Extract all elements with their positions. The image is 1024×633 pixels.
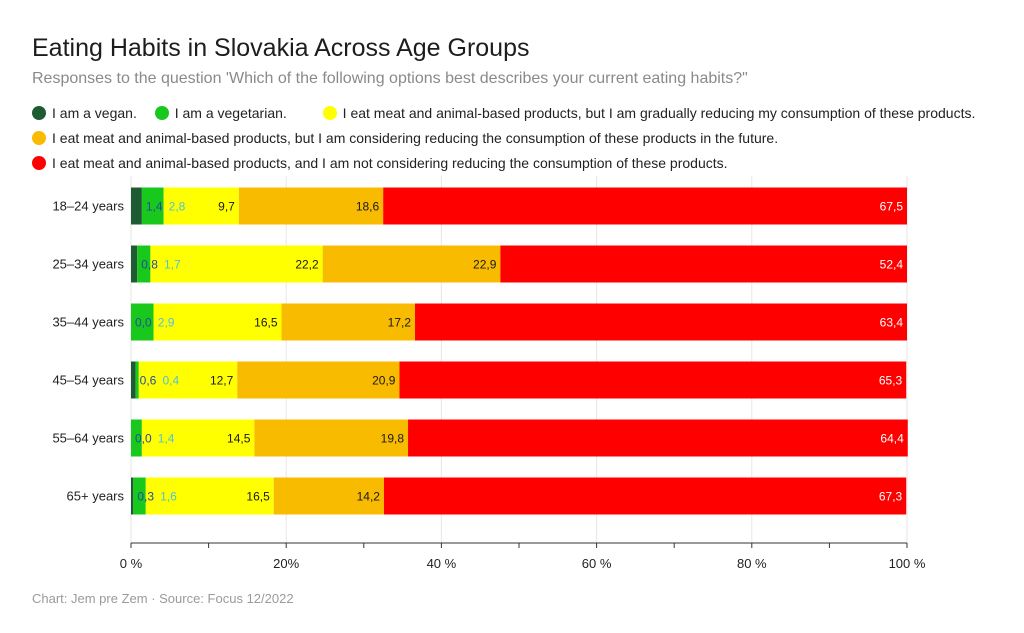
data-label-not_considering-4: 64,4	[880, 432, 904, 446]
legend-label-reducing: I eat meat and animal-based products, bu…	[342, 105, 976, 121]
data-label-reducing-3: 12,7	[210, 374, 234, 388]
data-label-considering-1: 22,9	[473, 258, 497, 272]
bar-vegetarian-2	[131, 303, 154, 341]
data-label-vegan-3: 0,6	[140, 374, 157, 388]
data-label-reducing-4: 14,5	[227, 432, 251, 446]
data-label-not_considering-1: 52,4	[880, 258, 904, 272]
category-label-2: 35–44 years	[52, 315, 124, 330]
data-label-vegan-4: 0,0	[135, 432, 152, 446]
bar-not_considering-4	[408, 419, 908, 457]
bar-considering-2	[281, 303, 416, 341]
data-label-considering-5: 14,2	[357, 490, 381, 504]
bar-not_considering-3	[399, 361, 907, 399]
data-label-not_considering-5: 67,3	[879, 490, 903, 504]
category-label-1: 25–34 years	[52, 257, 124, 272]
data-label-reducing-0: 9,7	[218, 200, 235, 214]
bar-reducing-1	[150, 245, 323, 283]
legend-swatch-considering	[32, 131, 46, 145]
category-label-0: 18–24 years	[52, 199, 124, 214]
chart-legend: I am a vegan. I am a vegetarian. I eat m…	[32, 101, 992, 176]
bar-reducing-0	[163, 187, 239, 225]
legend-swatch-vegetarian	[154, 106, 169, 120]
legend-label-considering: I eat meat and animal-based products, bu…	[52, 130, 779, 146]
bar-not_considering-2	[415, 303, 907, 341]
data-label-vegan-1: 0,8	[141, 258, 158, 272]
bar-not_considering-5	[383, 477, 907, 515]
bar-considering-4	[254, 419, 409, 457]
legend-swatch-vegan	[32, 106, 46, 120]
bar-vegan-1	[131, 245, 138, 283]
data-label-reducing-2: 16,5	[254, 316, 278, 330]
category-label-4: 55–64 years	[52, 431, 124, 446]
bar-not_considering-1	[500, 245, 907, 283]
legend-label-not-considering: I eat meat and animal-based products, an…	[52, 155, 728, 171]
bar-not_considering-0	[383, 187, 907, 225]
x-tick-label-3: 60 %	[582, 556, 612, 571]
data-label-vegetarian-3: 0,4	[162, 374, 179, 388]
legend-item-vegan: I am a vegan.	[32, 105, 137, 121]
data-label-vegetarian-1: 1,7	[164, 258, 181, 272]
legend-label-vegan: I am a vegan.	[52, 105, 137, 121]
chart-title: Eating Habits in Slovakia Across Age Gro…	[32, 34, 530, 62]
chart-footer: Chart: Jem pre Zem · Source: Focus 12/20…	[32, 591, 294, 606]
data-label-vegetarian-4: 1,4	[158, 432, 175, 446]
data-label-not_considering-3: 65,3	[879, 374, 903, 388]
bar-vegan-0	[131, 187, 142, 225]
data-label-vegan-2: 0,0	[135, 316, 152, 330]
x-tick-label-1: 20%	[273, 556, 299, 571]
data-label-not_considering-0: 67,5	[880, 200, 904, 214]
data-label-reducing-1: 22,2	[295, 258, 319, 272]
data-label-considering-0: 18,6	[356, 200, 380, 214]
legend-item-considering: I eat meat and animal-based products, bu…	[32, 130, 778, 146]
bar-reducing-2	[153, 303, 282, 341]
data-label-vegetarian-2: 2,9	[158, 316, 175, 330]
bar-vegan-5	[131, 477, 134, 515]
legend-swatch-reducing	[322, 106, 337, 120]
bar-vegetarian-0	[141, 187, 164, 225]
bar-vegetarian-4	[131, 419, 142, 457]
bar-considering-3	[237, 361, 400, 399]
data-label-considering-4: 19,8	[381, 432, 405, 446]
legend-item-reducing: I eat meat and animal-based products, bu…	[305, 105, 976, 121]
bar-vegetarian-5	[133, 477, 146, 515]
bar-vegan-3	[131, 361, 136, 399]
bar-reducing-5	[145, 477, 274, 515]
bar-reducing-4	[141, 419, 255, 457]
data-label-vegan-5: 0,3	[137, 490, 154, 504]
legend-item-not-considering: I eat meat and animal-based products, an…	[32, 155, 728, 171]
data-label-reducing-5: 16,5	[246, 490, 270, 504]
bar-vegetarian-1	[137, 245, 151, 283]
data-label-considering-3: 20,9	[372, 374, 396, 388]
category-label-3: 45–54 years	[52, 373, 124, 388]
chart-subtitle: Responses to the question 'Which of the …	[32, 70, 748, 87]
bar-vegetarian-3	[135, 361, 139, 399]
legend-swatch-not-considering	[32, 156, 46, 170]
bar-reducing-3	[138, 361, 238, 399]
category-label-5: 65+ years	[67, 489, 125, 504]
data-label-vegetarian-5: 1,6	[160, 490, 177, 504]
x-tick-label-5: 100 %	[889, 556, 926, 571]
legend-item-vegetarian: I am a vegetarian.	[154, 105, 287, 121]
data-label-not_considering-2: 63,4	[880, 316, 904, 330]
bar-considering-5	[273, 477, 384, 515]
bar-considering-1	[322, 245, 501, 283]
data-label-vegan-0: 1,4	[146, 200, 163, 214]
bar-considering-0	[238, 187, 384, 225]
data-label-vegetarian-0: 2,8	[169, 200, 186, 214]
legend-label-vegetarian: I am a vegetarian.	[174, 105, 287, 121]
x-tick-label-4: 80 %	[737, 556, 767, 571]
x-tick-label-0: 0 %	[120, 556, 143, 571]
x-tick-label-2: 40 %	[427, 556, 457, 571]
data-label-considering-2: 17,2	[388, 316, 412, 330]
